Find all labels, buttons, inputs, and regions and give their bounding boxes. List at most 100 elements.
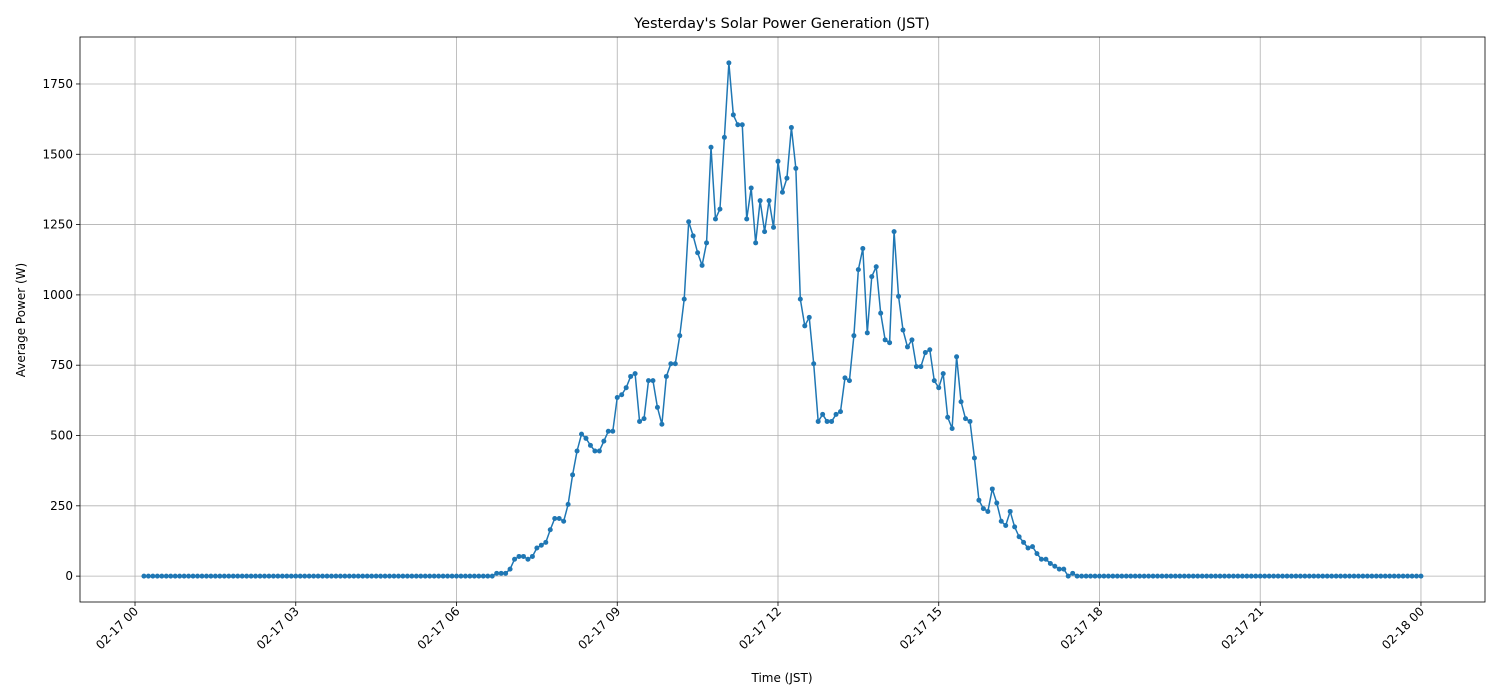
data-point [824, 418, 830, 424]
data-point [346, 573, 352, 579]
data-point [1181, 573, 1187, 579]
data-point [382, 573, 388, 579]
data-point [1146, 573, 1152, 579]
data-point [887, 340, 893, 346]
data-point [1159, 573, 1165, 579]
y-axis-label: Average Power (W) [14, 263, 28, 377]
data-point [614, 395, 620, 401]
data-point [730, 112, 736, 118]
data-point [1391, 573, 1397, 579]
data-point [954, 354, 960, 360]
data-point [1222, 573, 1228, 579]
data-point [1248, 573, 1254, 579]
data-point [1088, 573, 1094, 579]
data-point [855, 267, 861, 273]
data-point [1355, 573, 1361, 579]
data-point [1284, 573, 1290, 579]
data-point [199, 573, 205, 579]
data-point [360, 573, 366, 579]
data-point [208, 573, 214, 579]
data-point [159, 573, 165, 579]
data-point [203, 573, 209, 579]
data-point [1155, 573, 1161, 579]
data-point [342, 573, 348, 579]
data-point [512, 556, 518, 562]
data-point [471, 573, 477, 579]
y-tick-label: 1250 [42, 218, 73, 232]
data-point [337, 573, 343, 579]
data-point [1414, 573, 1420, 579]
data-point [717, 206, 723, 212]
data-point [1030, 544, 1036, 550]
data-point [757, 198, 763, 204]
data-point [177, 573, 183, 579]
data-point [1195, 573, 1201, 579]
data-point [163, 573, 169, 579]
data-point [623, 385, 629, 391]
data-point [1373, 573, 1379, 579]
data-point [279, 573, 285, 579]
data-point [628, 373, 634, 379]
data-point [1244, 573, 1250, 579]
data-point [1110, 573, 1116, 579]
data-point [998, 518, 1004, 524]
y-tick-label: 0 [65, 569, 73, 583]
data-point [141, 573, 147, 579]
data-point [784, 175, 790, 181]
data-point [1275, 573, 1281, 579]
data-point [387, 573, 393, 579]
data-point [882, 337, 888, 343]
data-point [610, 428, 616, 434]
data-point [922, 350, 928, 356]
data-point [838, 409, 844, 415]
data-point [1230, 573, 1236, 579]
x-axis-label: Time (JST) [750, 671, 812, 685]
data-point [940, 371, 946, 377]
data-point [498, 570, 504, 576]
data-point [735, 122, 741, 128]
data-point [485, 573, 491, 579]
data-point [579, 431, 585, 437]
data-point [1074, 573, 1080, 579]
data-point [440, 573, 446, 579]
data-point [1280, 573, 1286, 579]
data-point [1012, 524, 1018, 530]
data-point [904, 344, 910, 350]
data-point [829, 418, 835, 424]
data-point [637, 418, 643, 424]
data-point [766, 198, 772, 204]
data-point [181, 573, 187, 579]
data-point [811, 361, 817, 367]
data-point [1052, 563, 1058, 569]
data-point [1025, 545, 1031, 551]
data-point [971, 455, 977, 461]
data-point [994, 500, 1000, 506]
data-point [431, 573, 437, 579]
data-point [409, 573, 415, 579]
data-point [1217, 573, 1223, 579]
data-point [315, 573, 321, 579]
data-point [927, 347, 933, 353]
data-point [797, 296, 803, 302]
data-point [1396, 573, 1402, 579]
data-point [565, 501, 571, 507]
data-point [842, 375, 848, 381]
data-point [320, 573, 326, 579]
data-point [677, 333, 683, 339]
data-point [1204, 573, 1210, 579]
data-point [949, 425, 955, 431]
data-point [1034, 551, 1040, 557]
data-point [293, 573, 299, 579]
data-point [221, 573, 227, 579]
data-point [1056, 566, 1062, 572]
data-point [311, 573, 317, 579]
data-point [547, 527, 553, 533]
data-point [726, 60, 732, 66]
data-point [306, 573, 312, 579]
data-point [596, 448, 602, 454]
data-point [1065, 573, 1071, 579]
data-point [1199, 573, 1205, 579]
data-point [1369, 573, 1375, 579]
data-point [712, 216, 718, 222]
